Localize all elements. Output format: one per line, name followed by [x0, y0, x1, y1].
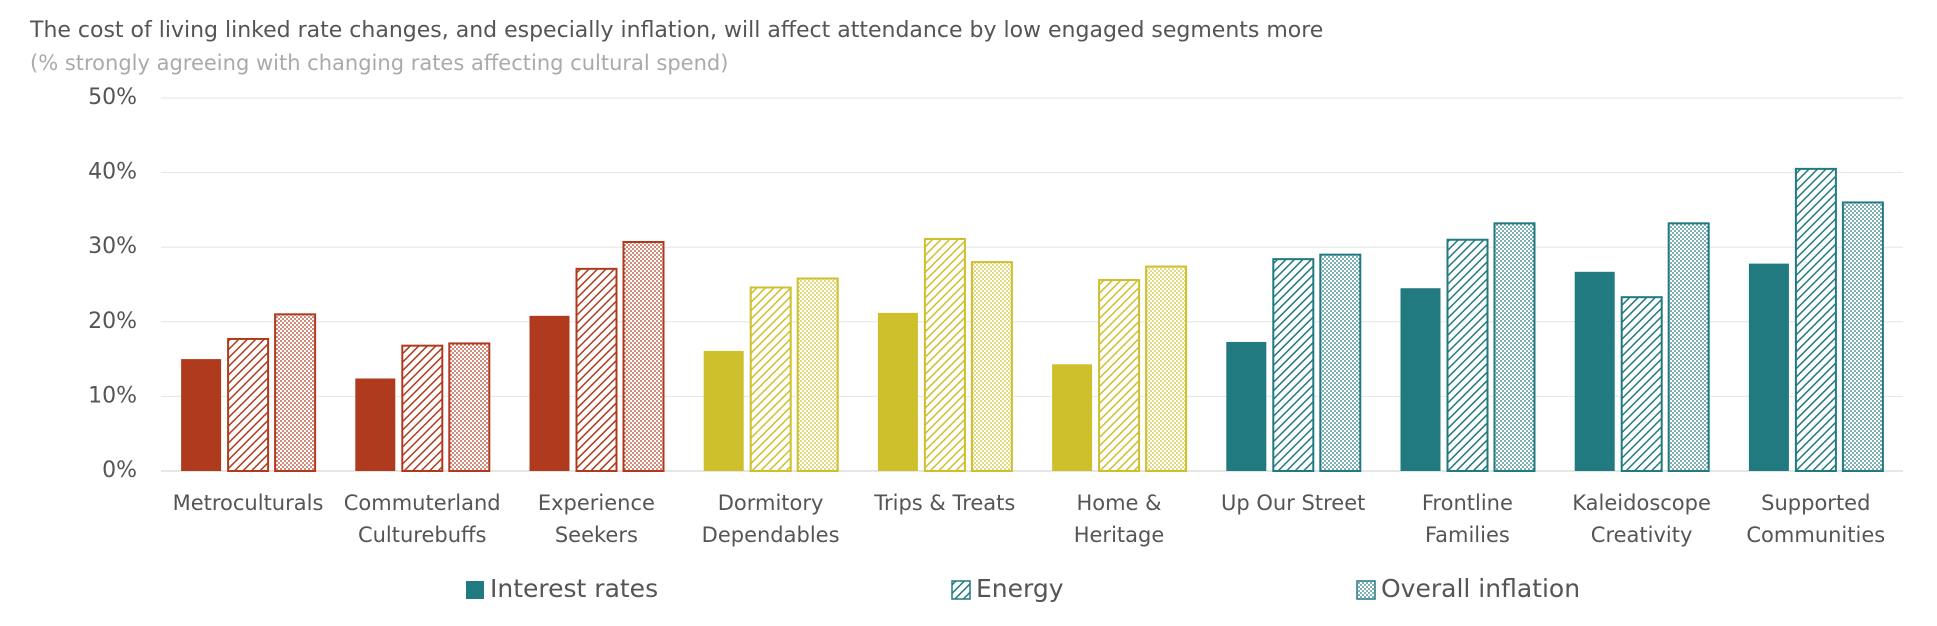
- bar: [1400, 288, 1441, 471]
- bar: [970, 261, 1013, 472]
- legend-label: Overall inflation: [1381, 574, 1580, 603]
- bar: [1052, 364, 1093, 471]
- x-tick-label: Commuterland Culturebuffs: [343, 491, 501, 547]
- bar: [796, 277, 839, 473]
- bar: [1446, 238, 1489, 472]
- bar: [1493, 222, 1536, 472]
- bar: [1667, 222, 1710, 472]
- chart-title: The cost of living linked rate changes, …: [29, 18, 1323, 43]
- bar: [1620, 296, 1663, 472]
- bar: [274, 313, 317, 472]
- x-tick-label: Up Our Street: [1221, 491, 1366, 515]
- bar: [1794, 167, 1837, 472]
- bar: [1574, 271, 1615, 471]
- bar: [1226, 341, 1267, 471]
- bar: [181, 359, 222, 471]
- bar: [529, 315, 570, 471]
- y-tick-label: 10%: [88, 383, 137, 408]
- bar: [1748, 263, 1789, 471]
- y-tick-label: 40%: [88, 160, 137, 185]
- bar: [877, 312, 918, 471]
- x-tick-label: Frontline Families: [1421, 491, 1513, 547]
- x-tick-label: Supported Communities: [1746, 491, 1886, 547]
- legend-swatch: [1356, 580, 1376, 600]
- bar: [1841, 201, 1884, 472]
- bar: [1098, 279, 1141, 472]
- chart-subtitle: (% strongly agreeing with changing rates…: [30, 51, 728, 75]
- bar: [703, 350, 744, 471]
- bar: [923, 237, 966, 472]
- x-tick-label: Kaleidoscope Creativity: [1572, 491, 1711, 547]
- y-tick-label: 0%: [102, 458, 137, 483]
- y-tick-label: 20%: [88, 309, 137, 334]
- y-tick-label: 30%: [88, 234, 137, 259]
- bar: [448, 342, 491, 472]
- bar: [1145, 265, 1188, 473]
- bar: [227, 337, 270, 473]
- x-tick-label: Metroculturals: [172, 491, 324, 515]
- x-tick-label: Experience Seekers: [537, 491, 655, 547]
- bar: [401, 344, 444, 472]
- legend-swatch: [466, 581, 484, 599]
- bar: [1272, 258, 1315, 472]
- bar: [575, 267, 618, 473]
- bar: [355, 378, 396, 471]
- bar: [622, 240, 665, 472]
- legend-swatch: [951, 580, 971, 600]
- x-tick-label: Dormitory Dependables: [701, 491, 840, 547]
- bar: [1319, 253, 1362, 472]
- legend-label: Energy: [976, 574, 1064, 603]
- bar: [749, 286, 792, 473]
- x-tick-label: Home & Heritage: [1073, 491, 1165, 547]
- x-tick-label: Trips & Treats: [874, 491, 1016, 515]
- legend-label: Interest rates: [490, 574, 658, 603]
- y-tick-label: 50%: [88, 85, 137, 110]
